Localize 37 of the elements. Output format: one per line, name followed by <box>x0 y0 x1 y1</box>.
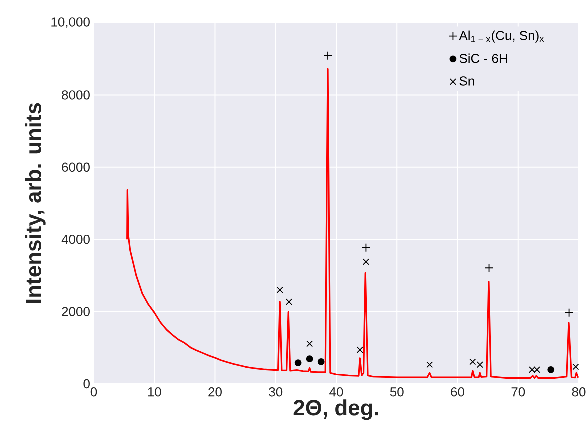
x-tick-label: 0 <box>90 388 98 397</box>
point <box>362 243 371 252</box>
point <box>484 264 494 273</box>
y-axis-title: Intensity, arb. units <box>25 103 46 304</box>
x-tick-label: 30 <box>269 388 283 397</box>
x-tick-label: 60 <box>451 388 464 397</box>
legend-label: SiC - 6H <box>460 54 508 64</box>
legend-label: Sn <box>460 76 474 86</box>
x-tick-label: 70 <box>512 388 526 397</box>
point <box>548 366 555 374</box>
x-tick-label: 50 <box>390 388 404 397</box>
y-tick-label: 8000 <box>62 90 90 100</box>
y-tick-label: 4000 <box>62 234 90 244</box>
point <box>572 364 580 370</box>
point <box>362 258 370 266</box>
point <box>306 356 314 363</box>
point <box>324 51 332 60</box>
x-axis-title: 2Θ, deg. <box>294 400 378 420</box>
point <box>426 362 434 368</box>
point <box>476 362 484 368</box>
point <box>318 358 325 366</box>
point <box>564 308 574 318</box>
point <box>306 340 314 348</box>
y-tick-label: 6000 <box>62 162 90 172</box>
x-tick-label: 40 <box>330 388 344 397</box>
x-tick-label: 20 <box>208 388 222 397</box>
x-tick-label: 10 <box>148 388 162 397</box>
y-tick-label: 10,000 <box>52 18 90 28</box>
point <box>276 286 284 294</box>
point <box>356 346 364 354</box>
y-tick-label: 0 <box>84 379 90 389</box>
point <box>286 298 292 306</box>
x-tick-label: 80 <box>572 388 586 397</box>
legend-label: Al$_{1 − x}$(Cu, Sn)$_{x}$ <box>459 30 544 43</box>
y-tick-label: 2000 <box>62 307 90 316</box>
point <box>470 358 476 366</box>
point <box>294 360 302 367</box>
